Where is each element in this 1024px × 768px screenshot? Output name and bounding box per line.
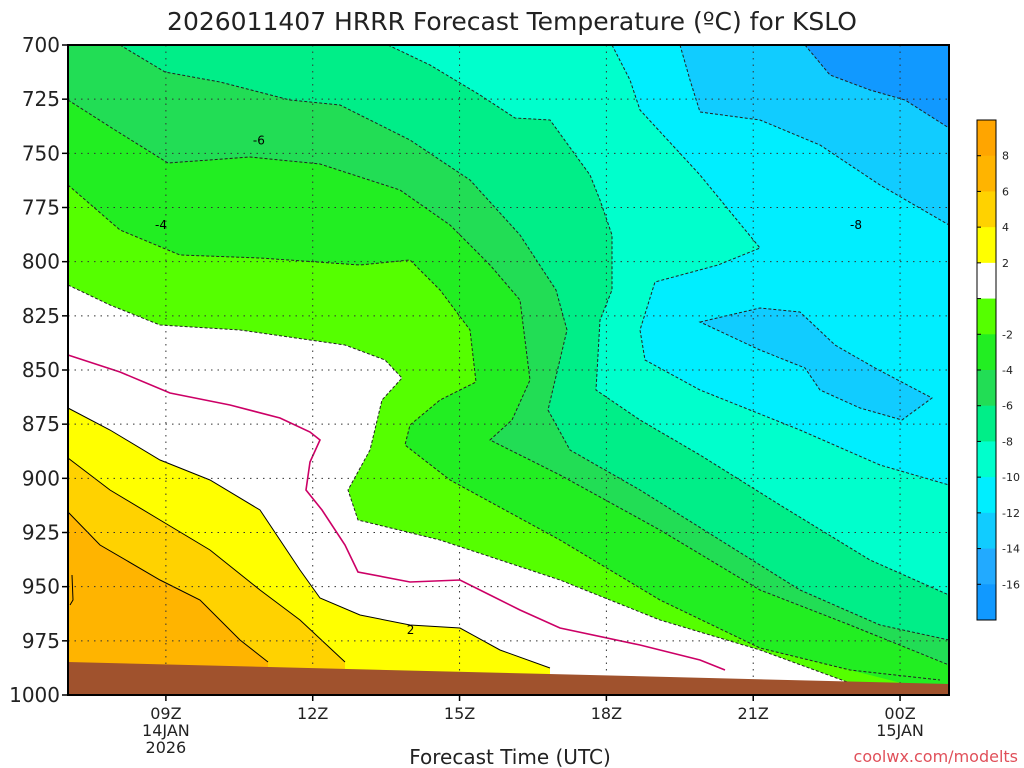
positive-contour-lines bbox=[67, 407, 551, 669]
colorbar-swatch bbox=[977, 155, 996, 192]
colorbar-label: -10 bbox=[1002, 471, 1020, 484]
x-axis-label: Forecast Time (UTC) bbox=[409, 745, 611, 768]
colorbar-label: 4 bbox=[1002, 221, 1009, 234]
y-tick-label: 825 bbox=[22, 304, 60, 328]
x-tick-label: 2026 bbox=[146, 738, 187, 757]
y-axis: 700 725 750 775 800 825 850 875 900 925 950 975 1000 bbox=[9, 33, 68, 707]
x-tick-label: 12Z bbox=[297, 704, 328, 723]
y-tick-label: 950 bbox=[22, 575, 60, 599]
y-tick-label: 700 bbox=[22, 33, 60, 57]
y-tick-label: 1000 bbox=[9, 683, 60, 707]
y-tick-label: 975 bbox=[22, 629, 60, 653]
y-tick-label: 800 bbox=[22, 250, 60, 274]
colorbar-label: -8 bbox=[1002, 435, 1013, 448]
colorbar-label: -12 bbox=[1002, 507, 1020, 520]
y-tick-label: 725 bbox=[22, 87, 60, 111]
colorbar-label: -2 bbox=[1002, 328, 1013, 341]
colorbar: 8 6 4 2 -2 -4 -6 -8 -10 -12 -14 -16 bbox=[976, 119, 1020, 621]
contour-labels: -6 -4 2 -8 bbox=[155, 133, 862, 637]
contour-label: 2 bbox=[407, 623, 415, 637]
y-tick-label: 925 bbox=[22, 521, 60, 545]
y-tick-label: 775 bbox=[22, 196, 60, 220]
colorbar-swatch bbox=[977, 120, 996, 157]
colorbar-swatch bbox=[977, 477, 996, 514]
x-tick-label: 14JAN bbox=[142, 721, 190, 740]
colorbar-swatch bbox=[977, 191, 996, 228]
colorbar-label: -6 bbox=[1002, 400, 1013, 413]
y-tick-label: 875 bbox=[22, 412, 60, 436]
temperature-band-fill bbox=[68, 512, 268, 695]
colorbar-label: 6 bbox=[1002, 185, 1009, 198]
freezing-level-contour bbox=[67, 354, 726, 671]
colorbar-swatch bbox=[977, 262, 996, 300]
colorbar-swatch bbox=[977, 227, 996, 264]
x-tick-label: 21Z bbox=[738, 704, 769, 723]
colorbar-label: 8 bbox=[1002, 150, 1009, 163]
colorbar-swatch bbox=[977, 441, 996, 478]
x-tick-label: 15JAN bbox=[876, 721, 924, 740]
y-tick-label: 900 bbox=[22, 466, 60, 490]
colorbar-swatch bbox=[977, 512, 996, 550]
colorbar-label: 2 bbox=[1002, 257, 1009, 270]
x-tick-label: 09Z bbox=[150, 704, 181, 723]
x-tick-label: 00Z bbox=[884, 704, 915, 723]
x-tick-label: 15Z bbox=[444, 704, 475, 723]
colorbar-swatch bbox=[977, 370, 996, 407]
plot-area: -6 -4 2 -8 bbox=[67, 44, 950, 696]
grid-lines bbox=[68, 45, 949, 695]
y-tick-label: 750 bbox=[22, 141, 60, 165]
contour-label: -8 bbox=[850, 218, 862, 232]
chart-title: 2026011407 HRRR Forecast Temperature (ºC… bbox=[167, 7, 857, 36]
colorbar-swatch bbox=[977, 334, 996, 371]
colorbar-swatch bbox=[977, 298, 996, 335]
credit-text: coolwx.com/modelts bbox=[854, 747, 1018, 766]
x-tick-label: 18Z bbox=[591, 704, 622, 723]
contour-label: -4 bbox=[155, 218, 167, 232]
y-tick-label: 850 bbox=[22, 358, 60, 382]
temperature-band-fill bbox=[700, 308, 932, 420]
terrain-fill bbox=[68, 662, 949, 695]
colorbar-label: -14 bbox=[1002, 543, 1020, 556]
colorbar-swatch bbox=[977, 584, 996, 621]
colorbar-label: -4 bbox=[1002, 364, 1013, 377]
colorbar-swatch bbox=[977, 548, 996, 585]
colorbar-label: -16 bbox=[1002, 578, 1020, 591]
colorbar-swatch bbox=[977, 405, 996, 442]
contour-label: -6 bbox=[253, 133, 265, 147]
temperature-band-fill bbox=[805, 45, 949, 128]
negative-contour-lines bbox=[67, 44, 950, 684]
